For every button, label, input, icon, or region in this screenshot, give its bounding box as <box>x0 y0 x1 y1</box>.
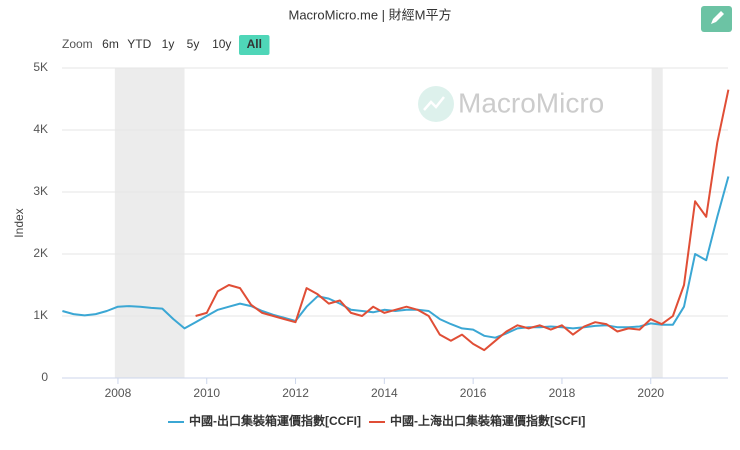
zoom-label: Zoom <box>62 37 93 51</box>
legend-label: 中國-上海出口集裝箱運價指數[SCFI] <box>390 413 585 428</box>
zoom-button-label: 10y <box>212 37 231 51</box>
watermark-logo <box>418 86 454 122</box>
x-tick-label: 2018 <box>549 386 576 400</box>
zoom-button[interactable]: All <box>239 35 270 55</box>
y-tick-label: 3K <box>33 184 48 198</box>
x-tick-label: 2008 <box>105 386 132 400</box>
legend-label: 中國-出口集裝箱運價指數[CCFI] <box>189 413 361 428</box>
y-tick-label: 1K <box>33 308 48 322</box>
zoom-button-bg <box>239 35 270 55</box>
zoom-button-label: 5y <box>187 37 200 51</box>
zoom-button[interactable]: 10y <box>212 37 231 51</box>
zoom-button-label: 6m <box>102 37 119 51</box>
y-tick-label: 0 <box>41 370 48 384</box>
y-tick-label: 4K <box>33 122 48 136</box>
zoom-button[interactable]: YTD <box>127 37 151 51</box>
zoom-button-label: All <box>247 37 262 51</box>
x-tick-label: 2012 <box>282 386 309 400</box>
zoom-button[interactable]: 1y <box>162 37 175 51</box>
x-tick-label: 2014 <box>371 386 398 400</box>
y-axis-label: Index <box>12 208 26 237</box>
edit-button[interactable] <box>701 6 732 32</box>
zoom-button-label: YTD <box>127 37 151 51</box>
shaded-range <box>114 68 185 378</box>
x-tick-label: 2020 <box>637 386 664 400</box>
chart-title: MacroMicro.me | 財經M平方 <box>289 7 452 22</box>
zoom-button-label: 1y <box>162 37 175 51</box>
y-tick-label: 5K <box>33 60 48 74</box>
x-tick-label: 2016 <box>460 386 487 400</box>
y-tick-label: 2K <box>33 246 48 260</box>
series-line <box>62 176 730 339</box>
shaded-range <box>651 68 663 378</box>
series-line <box>195 89 730 352</box>
zoom-button[interactable]: 6m <box>102 37 119 51</box>
zoom-button[interactable]: 5y <box>187 37 200 51</box>
x-tick-label: 2010 <box>193 386 220 400</box>
watermark: MacroMicro <box>458 87 604 118</box>
